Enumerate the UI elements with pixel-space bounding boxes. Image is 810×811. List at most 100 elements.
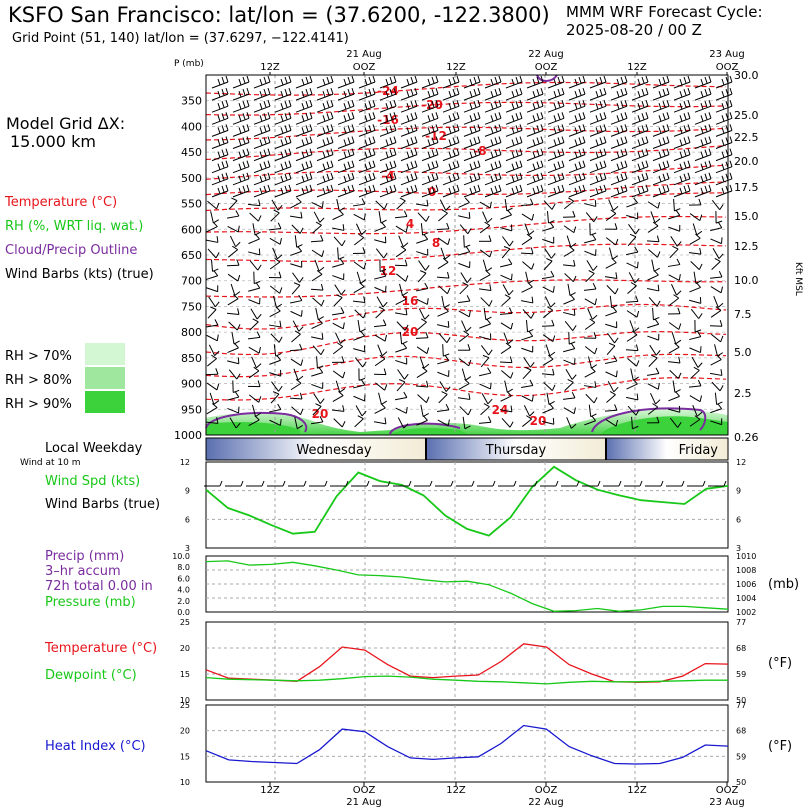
- wind-barb: [374, 334, 388, 342]
- wind-barb: [457, 295, 471, 304]
- wind-barb: [354, 415, 364, 428]
- wind-barb: [607, 380, 619, 393]
- temperature-contour-label: -20: [421, 98, 443, 112]
- kft-tick-label: 10.0: [734, 274, 759, 287]
- wind-barb: [211, 124, 229, 137]
- wind-barb: [526, 75, 544, 89]
- wind-barb: [274, 100, 292, 113]
- wind-barb: [694, 100, 712, 113]
- wind-barb: [229, 417, 241, 429]
- wind-barb: [358, 100, 376, 113]
- temperature-contour-label: 0: [428, 185, 436, 199]
- wind-barb: [396, 273, 409, 282]
- wind-barb: [526, 112, 544, 125]
- bottom-time-tick-label: 12Z: [260, 785, 280, 796]
- wind-barb: [373, 319, 387, 328]
- wind-barb: [651, 259, 660, 272]
- right-tick-label: 1010: [736, 552, 756, 561]
- wind-barb: [505, 148, 523, 162]
- panel-frame-4: [205, 704, 729, 783]
- pressure-tick-label: 400: [181, 120, 202, 133]
- wind-barb: [211, 75, 229, 89]
- wind-barb: [589, 184, 607, 198]
- wind-barb: [479, 270, 491, 281]
- wind-barb: [379, 112, 397, 125]
- wind-barb: [626, 261, 639, 269]
- wind-barb: [652, 87, 670, 101]
- temperature-contour-label: 8: [432, 236, 440, 250]
- kft-tick-label: 20.0: [734, 155, 759, 168]
- panel-frame-1: [205, 461, 729, 549]
- wind-barb: [543, 382, 556, 391]
- wind-barb: [352, 198, 366, 207]
- wind-barb: [694, 184, 712, 198]
- wind-barb: [353, 394, 366, 402]
- wind-barb: [715, 87, 733, 101]
- wind-barb: [630, 368, 639, 381]
- wind-barb: [587, 356, 598, 369]
- bottom-date-label: 22 Aug: [528, 797, 563, 808]
- wind-barb: [480, 403, 490, 416]
- wind-barb: [226, 259, 240, 267]
- wind-barb: [249, 260, 262, 271]
- wind-barb: [436, 403, 450, 413]
- wind-barb: [269, 369, 282, 377]
- surface-wind-barb: [456, 480, 475, 487]
- wind-barb: [274, 112, 292, 125]
- wind-speed-label: Wind Spd (kts): [45, 474, 141, 489]
- wind-barb: [458, 330, 470, 343]
- series-line-pressure: [205, 560, 729, 612]
- temperature-contour-label: 12: [380, 264, 397, 278]
- wind-barb: [589, 172, 607, 186]
- wind-barb: [673, 148, 691, 162]
- wind-barb: [631, 87, 649, 101]
- wind-barb: [251, 404, 262, 417]
- temperature-contour: [205, 303, 727, 330]
- wind-barb: [248, 415, 260, 427]
- wind-barb: [584, 346, 598, 355]
- page-title: KSFO San Francisco: lat/lon = (37.6200, …: [8, 3, 550, 27]
- wind-barb: [400, 148, 418, 162]
- wind-barb: [333, 236, 346, 247]
- wind-barb: [545, 344, 556, 357]
- wind-barb: [688, 247, 702, 255]
- wind-barb: [356, 271, 367, 284]
- wind-barb: [397, 369, 409, 380]
- wind-barb: [652, 160, 670, 174]
- pressure-unit-label: (mb): [768, 577, 800, 592]
- wind-barb: [690, 308, 703, 319]
- wind-barb: [627, 357, 640, 367]
- wind-barb: [525, 319, 534, 333]
- wind-barb: [253, 75, 271, 89]
- wind-barb: [311, 269, 323, 282]
- wind-barb: [690, 260, 703, 271]
- wind-barb: [484, 75, 502, 89]
- surface-wind-barb: [267, 480, 286, 487]
- wind-barb: [542, 270, 555, 280]
- wind-barb: [437, 321, 450, 328]
- wind-barb: [269, 403, 282, 413]
- wind-barb: [522, 309, 535, 319]
- wind-barb: [500, 322, 514, 330]
- wind-barb: [547, 148, 565, 162]
- wind-barb: [437, 419, 450, 427]
- wind-barb: [337, 184, 355, 198]
- wind-barb: [274, 124, 292, 137]
- wind-barb: [484, 100, 502, 113]
- wind-barb: [437, 370, 450, 378]
- wind-barb: [610, 87, 628, 101]
- surface-wind-barb: [309, 480, 328, 487]
- wind-barb: [526, 100, 544, 113]
- wind-barb: [316, 356, 324, 369]
- wind-barb: [584, 318, 596, 330]
- wind-barb: [211, 87, 229, 101]
- wind-barb: [397, 417, 409, 429]
- wind-barb: [547, 184, 565, 198]
- wind-barb: [248, 366, 260, 379]
- wind-barb: [458, 197, 470, 208]
- kft-tick-label: 2.5: [734, 387, 752, 400]
- wind-barb: [231, 332, 240, 345]
- wind-barb: [568, 75, 586, 89]
- wind-barb: [316, 124, 334, 137]
- rh-legend-90: RH > 90%: [5, 397, 72, 412]
